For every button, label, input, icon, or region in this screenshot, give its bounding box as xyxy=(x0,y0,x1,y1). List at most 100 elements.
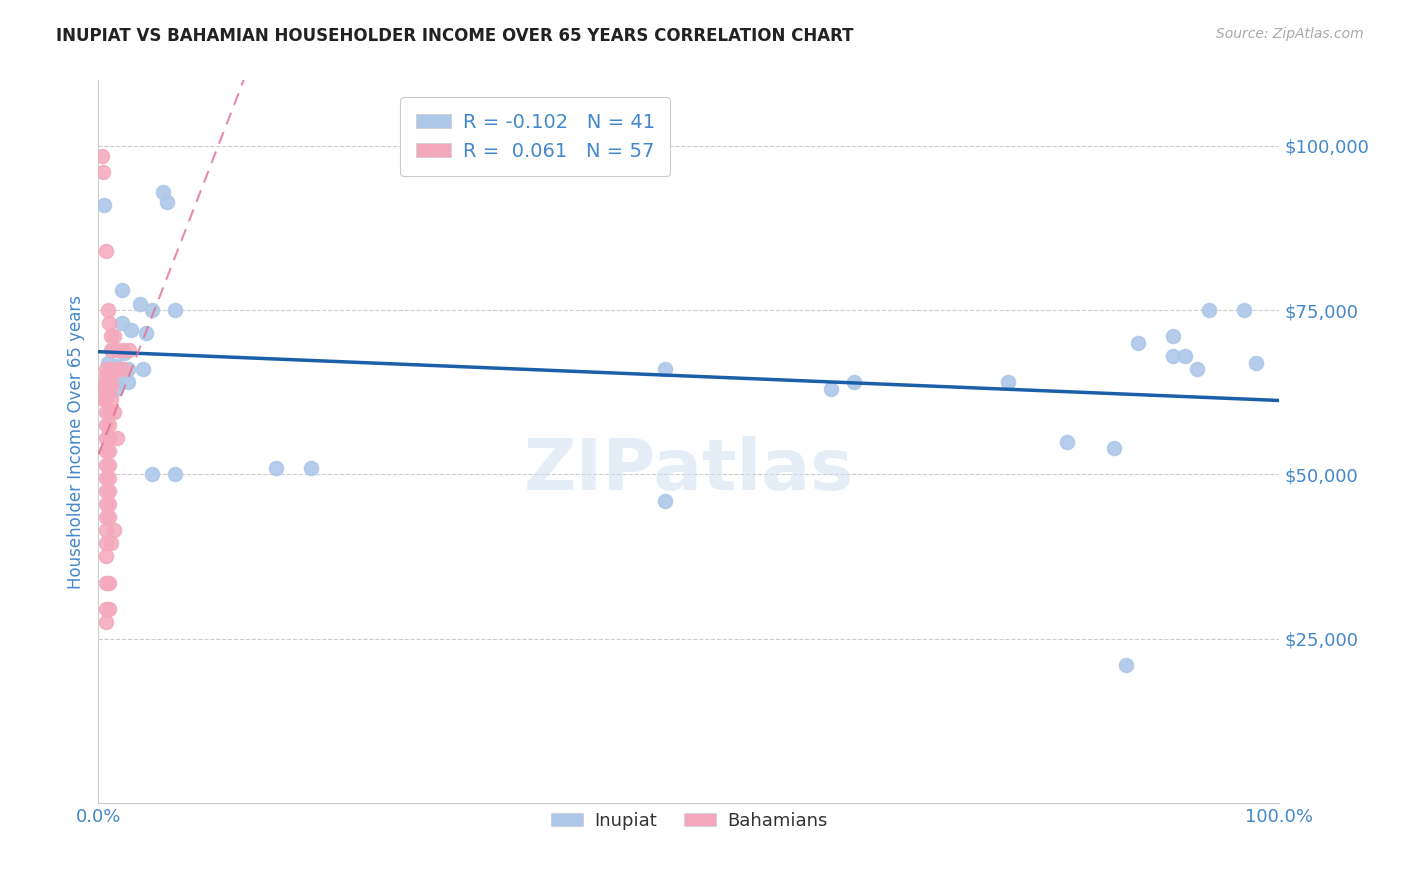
Point xyxy=(98,418,121,433)
Point xyxy=(98,405,121,419)
Point xyxy=(94,483,117,498)
Point xyxy=(654,493,676,508)
Point xyxy=(103,329,125,343)
Point xyxy=(94,368,117,383)
Point xyxy=(100,392,122,406)
Point xyxy=(94,385,117,400)
Point xyxy=(94,444,117,458)
Text: Source: ZipAtlas.com: Source: ZipAtlas.com xyxy=(1216,27,1364,41)
Point xyxy=(100,343,122,357)
Point xyxy=(100,362,122,376)
Point xyxy=(299,460,322,475)
Point xyxy=(98,483,121,498)
Point xyxy=(1056,434,1078,449)
Point xyxy=(105,431,128,445)
Point xyxy=(1233,303,1256,318)
Point xyxy=(165,467,187,482)
Point xyxy=(112,362,135,376)
Point xyxy=(101,343,124,357)
Point xyxy=(94,615,117,630)
Point xyxy=(94,471,117,485)
Point xyxy=(98,510,121,524)
Point xyxy=(132,362,155,376)
Point xyxy=(91,392,114,406)
Point xyxy=(1198,303,1220,318)
Point xyxy=(94,549,117,564)
Point xyxy=(98,385,121,400)
Point xyxy=(98,471,121,485)
Point xyxy=(121,323,143,337)
Point xyxy=(98,444,121,458)
Point xyxy=(94,244,117,258)
Point xyxy=(94,575,117,590)
Point xyxy=(844,376,866,390)
Point xyxy=(98,497,121,511)
Point xyxy=(103,405,125,419)
Point xyxy=(152,185,174,199)
Point xyxy=(1244,356,1267,370)
Point xyxy=(93,198,115,212)
Point xyxy=(94,458,117,472)
Point xyxy=(141,467,163,482)
Point xyxy=(100,372,122,386)
Point xyxy=(820,382,842,396)
Point xyxy=(165,303,187,318)
Point xyxy=(1115,657,1137,672)
Point xyxy=(98,458,121,472)
Point xyxy=(100,329,122,343)
Point xyxy=(98,575,121,590)
Point xyxy=(1161,349,1184,363)
Point xyxy=(97,376,120,390)
Point xyxy=(98,431,121,445)
Text: ZIPatlas: ZIPatlas xyxy=(524,436,853,505)
Point xyxy=(97,382,120,396)
Point xyxy=(94,405,117,419)
Point xyxy=(97,356,120,370)
Point xyxy=(112,343,135,357)
Point xyxy=(103,523,125,537)
Point xyxy=(118,343,141,357)
Point xyxy=(94,418,117,433)
Point xyxy=(1126,336,1149,351)
Point xyxy=(654,362,676,376)
Point xyxy=(97,378,120,392)
Point xyxy=(128,296,150,310)
Point xyxy=(117,362,139,376)
Point xyxy=(997,376,1019,390)
Point xyxy=(94,378,117,392)
Point xyxy=(91,149,114,163)
Point xyxy=(94,523,117,537)
Point xyxy=(105,376,128,390)
Point xyxy=(105,382,128,396)
Point xyxy=(105,343,128,357)
Point xyxy=(91,165,114,179)
Point xyxy=(1185,362,1208,376)
Point xyxy=(156,194,179,209)
Point xyxy=(94,497,117,511)
Point xyxy=(111,284,134,298)
Point xyxy=(117,376,139,390)
Point xyxy=(91,378,114,392)
Point xyxy=(98,316,121,330)
Text: INUPIAT VS BAHAMIAN HOUSEHOLDER INCOME OVER 65 YEARS CORRELATION CHART: INUPIAT VS BAHAMIAN HOUSEHOLDER INCOME O… xyxy=(56,27,853,45)
Point xyxy=(94,510,117,524)
Point xyxy=(105,359,128,373)
Point xyxy=(1174,349,1197,363)
Point xyxy=(98,368,121,383)
Point xyxy=(135,326,157,341)
Point xyxy=(141,303,163,318)
Point xyxy=(1161,329,1184,343)
Point xyxy=(264,460,287,475)
Point xyxy=(94,431,117,445)
Legend: Inupiat, Bahamians: Inupiat, Bahamians xyxy=(543,805,835,837)
Point xyxy=(94,362,117,376)
Point xyxy=(94,602,117,616)
Point xyxy=(112,346,135,360)
Point xyxy=(1102,441,1125,455)
Point xyxy=(98,602,121,616)
Point xyxy=(97,303,120,318)
Point xyxy=(94,536,117,550)
Point xyxy=(100,536,122,550)
Point xyxy=(105,362,128,376)
Point xyxy=(111,316,134,330)
